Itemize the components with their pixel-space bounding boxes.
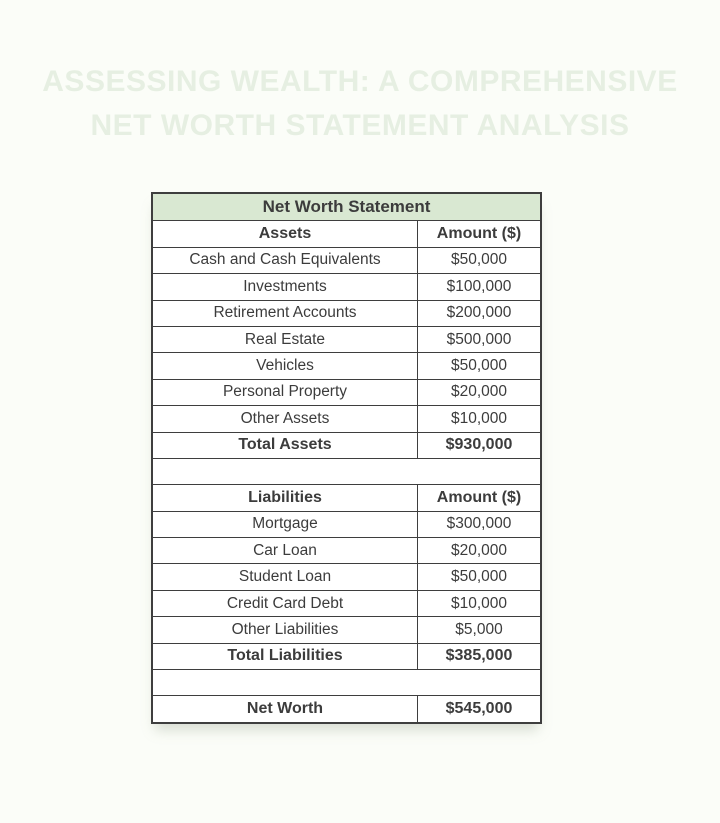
total-assets-label: Total Assets [153,432,418,458]
assets-amount-column-header: Amount ($) [436,225,522,243]
net-worth-row: Net Worth $545,000 [153,695,540,722]
net-worth-label: Net Worth [153,696,418,722]
total-liabilities-row: Total Liabilities $385,000 [153,642,540,670]
row-label: Other Liabilities [153,617,418,643]
row-amount: $50,000 [450,568,508,586]
total-assets-amount: $930,000 [445,436,513,454]
row-amount: $50,000 [450,357,508,375]
table-row-other-liabilities: Other Liabilities $5,000 [153,616,540,643]
page-title: ASSESSING WEALTH: A COMPREHENSIVE NET WO… [0,60,720,148]
row-label: Investments [153,274,418,300]
row-amount: $300,000 [446,515,512,533]
spacer-row [153,457,540,485]
table-row-student-loan: Student Loan $50,000 [153,563,540,590]
row-label: Credit Card Debt [153,590,418,617]
table-row-credit-card-debt: Credit Card Debt $10,000 [153,589,540,617]
table-row-cash: Cash and Cash Equivalents $50,000 [153,246,540,274]
row-label: Cash and Cash Equivalents [153,247,418,274]
spacer-row [153,669,540,696]
net-worth-statement-table: Net Worth Statement Assets Amount ($) Ca… [151,192,542,724]
table-title: Net Worth Statement [262,197,431,217]
table-row-personal-property: Personal Property $20,000 [153,378,540,406]
row-amount: $20,000 [450,541,508,559]
table-row-retirement-accounts: Retirement Accounts $200,000 [153,299,540,326]
table-row-car-loan: Car Loan $20,000 [153,537,540,564]
table-row-real-estate: Real Estate $500,000 [153,325,540,353]
row-amount: $10,000 [450,594,508,612]
table-row-investments: Investments $100,000 [153,273,540,300]
row-label: Car Loan [153,538,418,564]
row-label: Other Assets [153,406,418,432]
row-amount: $50,000 [450,251,508,269]
liabilities-header-row: Liabilities Amount ($) [153,484,540,511]
assets-column-header: Assets [153,221,418,247]
table-row-vehicles: Vehicles $50,000 [153,352,540,379]
liabilities-column-header: Liabilities [153,485,418,511]
page-title-line2: NET WORTH STATEMENT ANALYSIS [90,109,630,142]
table-row-other-assets: Other Assets $10,000 [153,405,540,432]
total-liabilities-amount: $385,000 [445,647,513,665]
row-label: Real Estate [153,326,418,353]
row-label: Mortgage [153,511,418,538]
row-amount: $500,000 [446,330,512,348]
table-row-mortgage: Mortgage $300,000 [153,510,540,538]
row-label: Retirement Accounts [153,300,418,326]
row-label: Personal Property [153,379,418,406]
row-label: Vehicles [153,353,418,379]
total-assets-row: Total Assets $930,000 [153,431,540,458]
table-title-row: Net Worth Statement [153,194,540,221]
row-amount: $20,000 [450,383,508,401]
liabilities-amount-column-header: Amount ($) [436,488,522,506]
row-amount: $5,000 [455,620,503,638]
total-liabilities-label: Total Liabilities [153,643,418,670]
row-amount: $200,000 [446,304,512,322]
page-title-line1: ASSESSING WEALTH: A COMPREHENSIVE [42,65,678,98]
assets-header-row: Assets Amount ($) [153,220,540,247]
row-label: Student Loan [153,564,418,590]
net-worth-amount: $545,000 [445,700,513,718]
row-amount: $10,000 [450,409,508,427]
row-amount: $100,000 [446,277,512,295]
